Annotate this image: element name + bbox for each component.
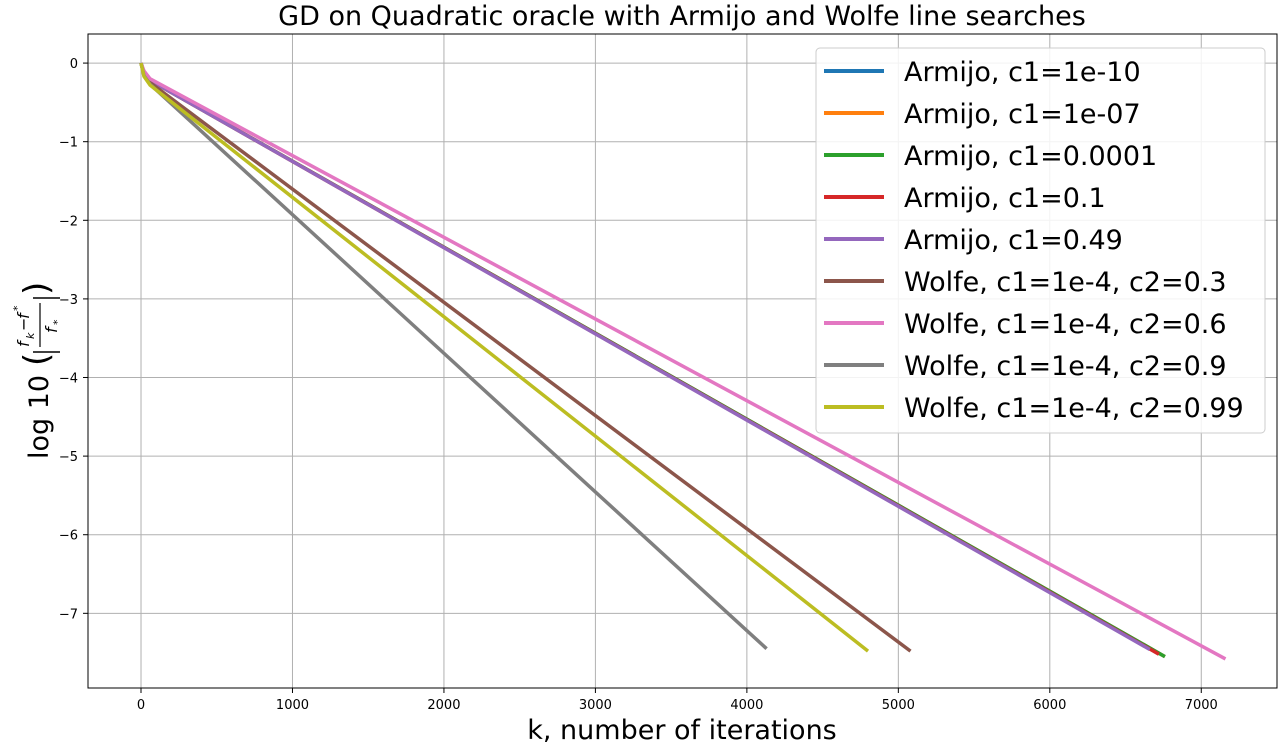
svg-text:f: f <box>14 311 33 319</box>
x-axis-label: k, number of iterations <box>527 715 837 746</box>
svg-text:*: * <box>51 319 64 325</box>
y-tick-label: −2 <box>59 214 78 229</box>
series-lines <box>139 62 1227 661</box>
series-line <box>139 62 912 653</box>
y-tick-label: −4 <box>59 372 78 387</box>
x-tick-label: 6000 <box>1033 698 1066 713</box>
legend-label: Wolfe, c1=1e-4, c2=0.6 <box>904 309 1227 340</box>
legend-label: Armijo, c1=0.0001 <box>904 141 1157 172</box>
legend-label: Armijo, c1=0.49 <box>904 225 1123 256</box>
legend: Armijo, c1=1e-10 Armijo, c1=1e-07 Armijo, … <box>815 47 1266 434</box>
legend-label: Wolfe, c1=1e-4, c2=0.99 <box>904 393 1244 424</box>
legend-label: Wolfe, c1=1e-4, c2=0.9 <box>904 351 1227 382</box>
svg-text:k: k <box>24 332 37 339</box>
svg-text:−: − <box>14 318 33 331</box>
svg-text:f: f <box>14 339 33 347</box>
svg-text:f: f <box>42 325 61 333</box>
y-tick-label: −5 <box>59 450 78 465</box>
legend-label: Armijo, c1=1e-10 <box>904 57 1141 88</box>
y-axis-label-paren-close: ) <box>17 282 57 295</box>
legend-entry: Armijo, c1=1e-10 <box>824 57 1141 88</box>
y-tick-label: −7 <box>59 607 78 622</box>
x-axis-ticks: 0 1000 2000 3000 4000 5000 6000 7000 <box>137 688 1218 713</box>
legend-entry: Armijo, c1=0.0001 <box>824 141 1157 172</box>
y-axis-label-prefix: log 10 <box>24 375 55 459</box>
plot-area-frame <box>87 33 1278 689</box>
y-tick-label: −6 <box>59 529 78 544</box>
legend-label: Wolfe, c1=1e-4, c2=0.3 <box>904 267 1227 298</box>
x-tick-label: 0 <box>137 698 145 713</box>
legend-box <box>815 47 1266 434</box>
legend-label: Armijo, c1=1e-07 <box>904 99 1141 130</box>
x-tick-label: 2000 <box>427 698 460 713</box>
y-axis-label-paren-open: ( <box>17 353 57 366</box>
legend-entry: Wolfe, c1=1e-4, c2=0.9 <box>824 351 1227 382</box>
legend-entry: Armijo, c1=0.49 <box>824 225 1123 256</box>
chart-title: GD on Quadratic oracle with Armijo and W… <box>278 1 1086 32</box>
x-tick-label: 5000 <box>882 698 915 713</box>
y-tick-label: −3 <box>59 293 78 308</box>
x-tick-label: 3000 <box>579 698 612 713</box>
x-tick-label: 4000 <box>730 698 763 713</box>
legend-entry: Wolfe, c1=1e-4, c2=0.99 <box>824 393 1244 424</box>
legend-entry: Wolfe, c1=1e-4, c2=0.6 <box>824 309 1227 340</box>
y-axis-ticks: 0 −1 −2 −3 −4 −5 −6 −7 <box>59 57 88 622</box>
y-tick-label: −1 <box>59 136 78 151</box>
legend-entry: Armijo, c1=0.1 <box>824 183 1106 214</box>
legend-entry: Armijo, c1=1e-07 <box>824 99 1141 130</box>
x-tick-label: 7000 <box>1185 698 1218 713</box>
y-tick-label: 0 <box>70 57 78 72</box>
x-tick-label: 1000 <box>276 698 309 713</box>
legend-label: Armijo, c1=0.1 <box>904 183 1106 214</box>
legend-entry: Wolfe, c1=1e-4, c2=0.3 <box>824 267 1227 298</box>
y-axis-label-fraction: f k − f * f * <box>11 303 64 347</box>
svg-text:*: * <box>11 305 24 311</box>
series-line <box>139 62 870 653</box>
y-axis-label: log 10 ( f k − f * f * ) <box>11 282 64 459</box>
